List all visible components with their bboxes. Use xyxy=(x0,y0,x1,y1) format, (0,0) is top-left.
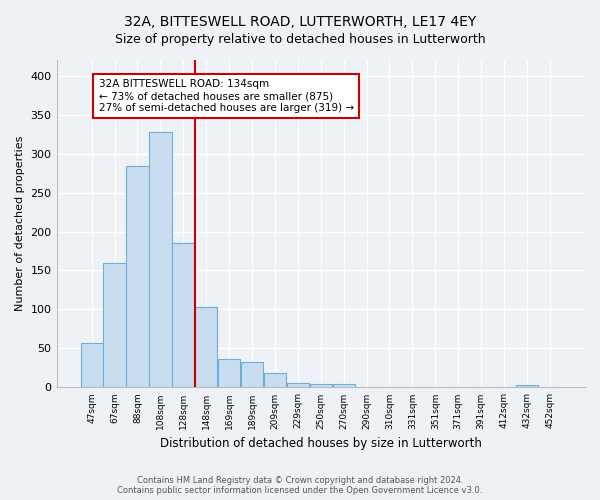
Bar xyxy=(287,383,309,388)
Text: Contains HM Land Registry data © Crown copyright and database right 2024.
Contai: Contains HM Land Registry data © Crown c… xyxy=(118,476,482,495)
Bar xyxy=(195,307,217,388)
Bar xyxy=(264,374,286,388)
Text: 32A, BITTESWELL ROAD, LUTTERWORTH, LE17 4EY: 32A, BITTESWELL ROAD, LUTTERWORTH, LE17 … xyxy=(124,15,476,29)
Bar xyxy=(172,243,194,388)
Text: Size of property relative to detached houses in Lutterworth: Size of property relative to detached ho… xyxy=(115,32,485,46)
Bar xyxy=(310,384,332,388)
Text: 32A BITTESWELL ROAD: 134sqm
← 73% of detached houses are smaller (875)
27% of se: 32A BITTESWELL ROAD: 134sqm ← 73% of det… xyxy=(98,80,353,112)
Bar xyxy=(241,362,263,388)
Bar xyxy=(332,384,355,388)
Bar xyxy=(218,358,240,388)
Bar xyxy=(103,262,125,388)
Bar xyxy=(516,385,538,388)
Y-axis label: Number of detached properties: Number of detached properties xyxy=(15,136,25,312)
X-axis label: Distribution of detached houses by size in Lutterworth: Distribution of detached houses by size … xyxy=(160,437,482,450)
Bar xyxy=(80,343,103,388)
Bar xyxy=(149,132,172,388)
Bar xyxy=(127,166,149,388)
